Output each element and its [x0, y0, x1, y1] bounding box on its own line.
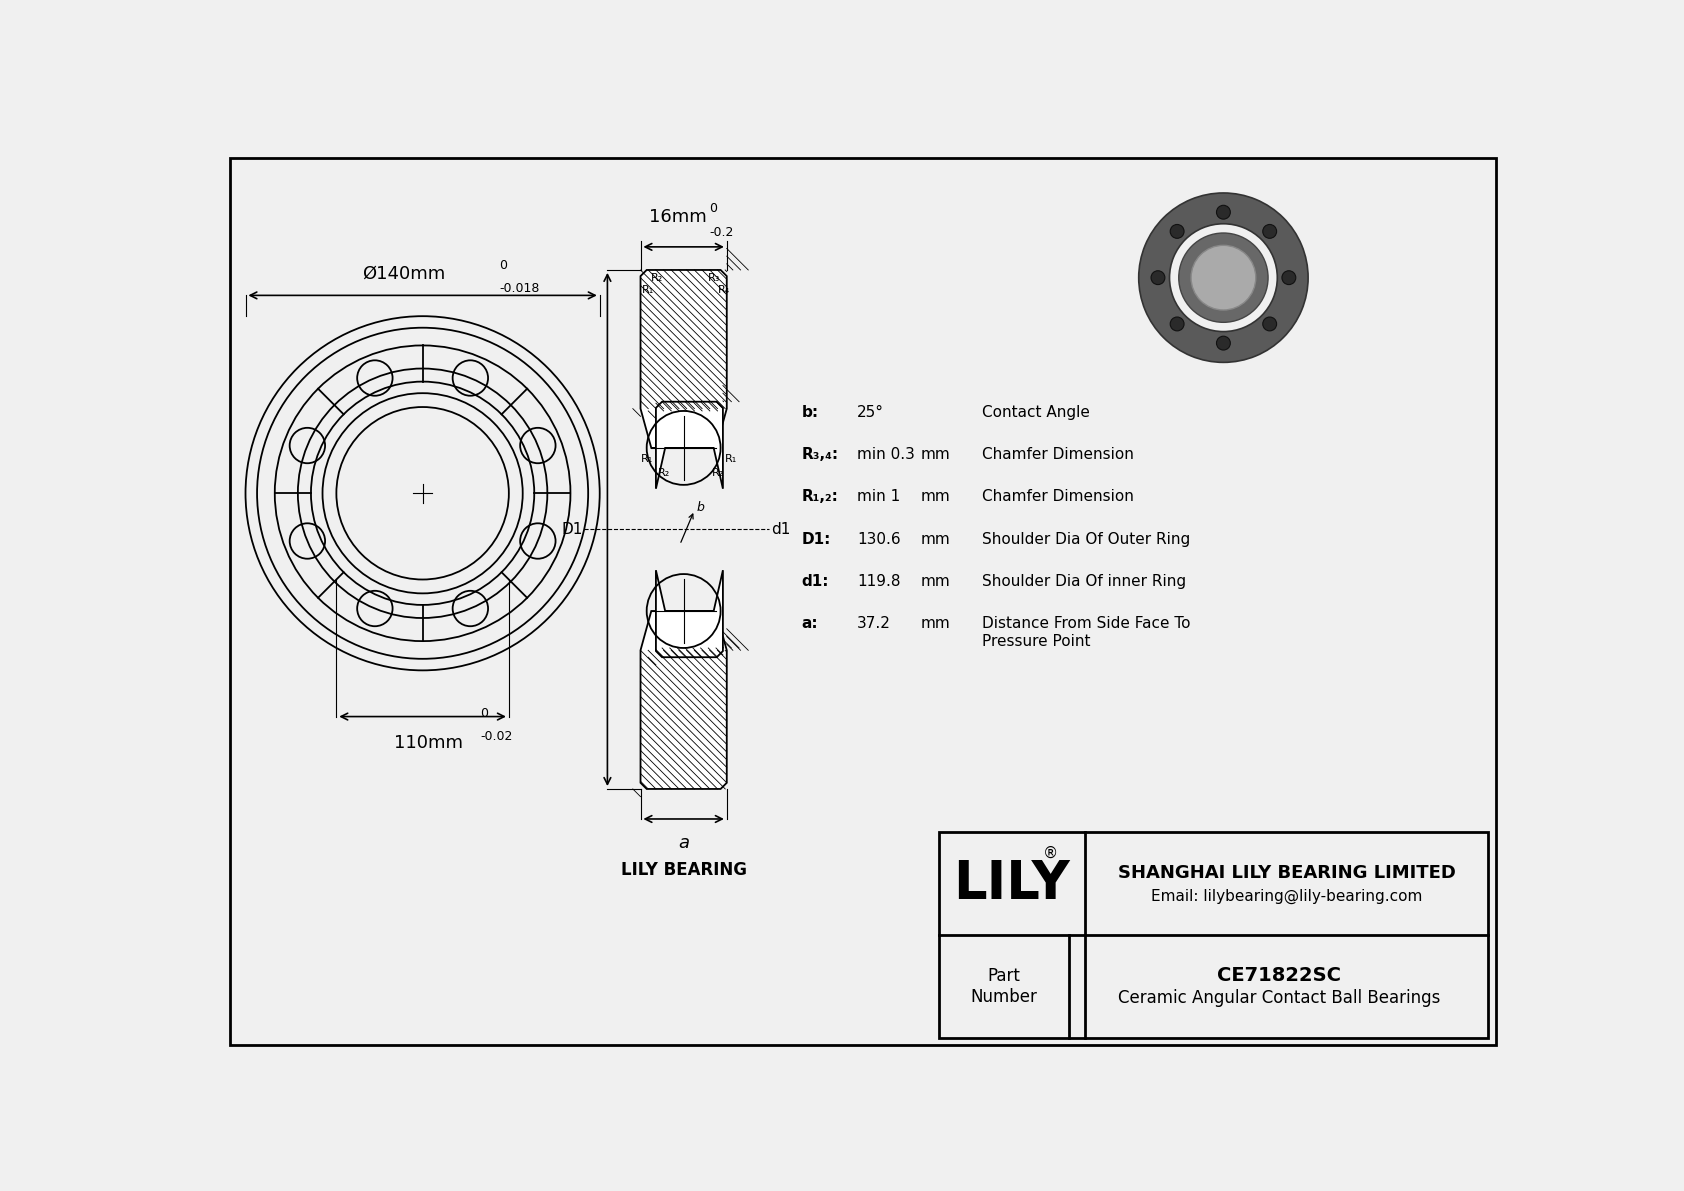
Text: R₁,₂:: R₁,₂: [802, 490, 839, 505]
Text: R₂: R₂ [652, 273, 663, 283]
Text: 130.6: 130.6 [857, 531, 901, 547]
Text: 0: 0 [480, 707, 488, 721]
Wedge shape [1138, 193, 1308, 362]
Circle shape [1263, 317, 1276, 331]
Text: -0.018: -0.018 [500, 281, 541, 294]
Text: Ceramic Angular Contact Ball Bearings: Ceramic Angular Contact Ball Bearings [1118, 990, 1440, 1008]
Circle shape [1263, 224, 1276, 238]
Polygon shape [657, 401, 722, 488]
Text: Shoulder Dia Of Outer Ring: Shoulder Dia Of Outer Ring [982, 531, 1191, 547]
Circle shape [1216, 336, 1231, 350]
Text: R₄: R₄ [717, 286, 729, 295]
Text: mm: mm [921, 447, 950, 462]
Text: ®: ® [1042, 846, 1058, 861]
Text: a:: a: [802, 617, 818, 631]
Text: Distance From Side Face To
Pressure Point: Distance From Side Face To Pressure Poin… [982, 617, 1191, 649]
Text: D1: D1 [561, 522, 583, 537]
Polygon shape [640, 270, 727, 448]
Circle shape [1152, 270, 1165, 285]
Text: Chamfer Dimension: Chamfer Dimension [982, 490, 1135, 505]
Circle shape [1282, 270, 1295, 285]
Bar [938, 833, 1489, 1039]
Text: d1: d1 [771, 522, 790, 537]
Text: d1:: d1: [802, 574, 829, 590]
Circle shape [1216, 205, 1231, 219]
Text: 0: 0 [709, 201, 717, 214]
Text: LILY BEARING: LILY BEARING [621, 861, 746, 879]
Text: Contact Angle: Contact Angle [982, 405, 1090, 419]
Text: R₂: R₂ [658, 468, 670, 478]
Text: b: b [697, 501, 704, 515]
Text: R₁: R₁ [642, 286, 655, 295]
Text: R₂: R₂ [712, 468, 724, 478]
Circle shape [1170, 317, 1184, 331]
Text: 37.2: 37.2 [857, 617, 891, 631]
Text: Ø140mm: Ø140mm [362, 266, 445, 283]
Text: R₃,₄:: R₃,₄: [802, 447, 839, 462]
Text: 119.8: 119.8 [857, 574, 901, 590]
Text: Shoulder Dia Of inner Ring: Shoulder Dia Of inner Ring [982, 574, 1187, 590]
Text: 110mm: 110mm [394, 734, 463, 752]
Text: R₃: R₃ [707, 273, 719, 283]
Polygon shape [657, 570, 722, 657]
Text: 25°: 25° [857, 405, 884, 419]
Text: a: a [679, 835, 689, 853]
Text: min 1: min 1 [857, 490, 901, 505]
Text: mm: mm [921, 617, 950, 631]
Circle shape [1170, 224, 1184, 238]
Circle shape [1191, 245, 1256, 310]
Text: D1:: D1: [802, 531, 830, 547]
Text: mm: mm [921, 574, 950, 590]
Text: -0.2: -0.2 [709, 226, 734, 239]
Circle shape [1179, 233, 1268, 323]
Text: SHANGHAI LILY BEARING LIMITED: SHANGHAI LILY BEARING LIMITED [1118, 863, 1455, 881]
Polygon shape [640, 611, 727, 788]
Text: 0: 0 [500, 260, 507, 273]
Text: Chamfer Dimension: Chamfer Dimension [982, 447, 1135, 462]
Text: b:: b: [802, 405, 818, 419]
Text: LILY: LILY [953, 858, 1069, 910]
Text: Part
Number: Part Number [970, 967, 1037, 1006]
Text: R₁: R₁ [642, 454, 653, 464]
Text: CE71822SC: CE71822SC [1218, 966, 1340, 985]
Text: 16mm: 16mm [648, 208, 706, 226]
Text: min 0.3: min 0.3 [857, 447, 914, 462]
Text: -0.02: -0.02 [480, 730, 512, 743]
Text: R₁: R₁ [726, 454, 738, 464]
Text: Email: lilybearing@lily-bearing.com: Email: lilybearing@lily-bearing.com [1150, 888, 1423, 904]
Text: mm: mm [921, 490, 950, 505]
Text: mm: mm [921, 531, 950, 547]
